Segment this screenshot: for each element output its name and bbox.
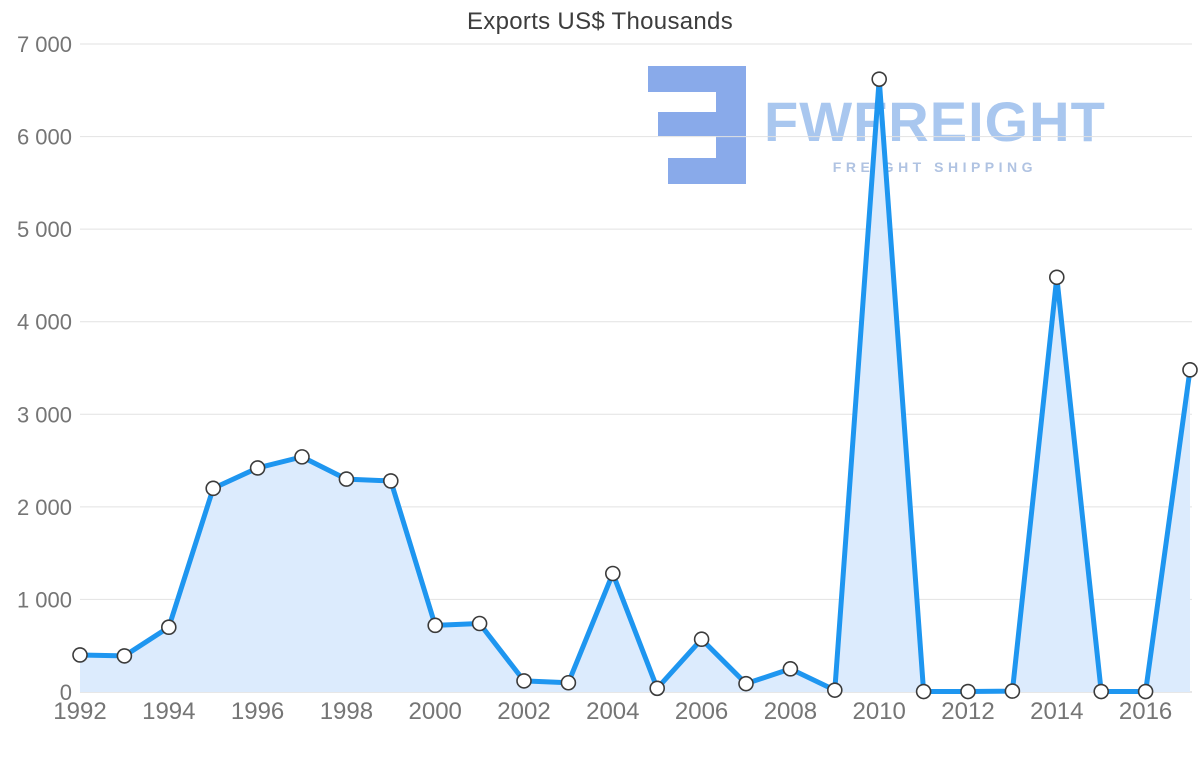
y-axis-tick-label: 1 000: [17, 587, 72, 612]
data-point-marker[interactable]: [471, 615, 488, 632]
y-axis-tick-label: 7 000: [17, 32, 72, 57]
data-point-marker[interactable]: [382, 473, 399, 489]
data-point-marker[interactable]: [1137, 683, 1154, 700]
x-axis-tick-label: 2004: [586, 698, 639, 725]
data-point-marker[interactable]: [516, 673, 532, 689]
data-point-marker[interactable]: [1004, 683, 1021, 699]
y-axis-tick-label: 4 000: [17, 310, 72, 335]
x-axis-tick-label: 1996: [231, 698, 284, 725]
watermark: FWFREIGHT FREIGHT SHIPPING: [648, 66, 1106, 184]
data-point-marker[interactable]: [960, 683, 976, 700]
x-axis-tick-label: 2014: [1030, 698, 1083, 725]
x-axis-tick-label: 2008: [764, 698, 817, 725]
data-point-marker[interactable]: [205, 480, 221, 497]
data-point-marker[interactable]: [649, 680, 666, 697]
data-point-marker[interactable]: [693, 631, 710, 648]
data-point-marker[interactable]: [1182, 362, 1198, 378]
data-point-marker[interactable]: [427, 617, 444, 634]
data-point-marker[interactable]: [871, 71, 888, 87]
data-point-marker[interactable]: [738, 675, 754, 692]
x-axis-tick-label: 2010: [853, 698, 906, 725]
y-axis-tick-label: 6 000: [17, 125, 72, 150]
data-point-marker[interactable]: [782, 661, 799, 677]
data-point-marker[interactable]: [1093, 683, 1109, 700]
data-point-marker[interactable]: [338, 471, 355, 487]
x-axis-tick-label: 2002: [497, 698, 550, 725]
data-point-marker[interactable]: [915, 683, 932, 700]
data-point-marker[interactable]: [604, 565, 621, 582]
data-point-marker[interactable]: [826, 682, 843, 698]
watermark-text: FWFREIGHT FREIGHT SHIPPING: [764, 90, 1106, 176]
x-axis-tick-label: 2000: [409, 698, 462, 725]
data-point-marker[interactable]: [249, 460, 266, 476]
watermark-brand: FWFREIGHT: [764, 90, 1106, 153]
y-axis-tick-label: 3 000: [17, 402, 72, 427]
x-axis-tick-label: 2012: [941, 698, 994, 725]
data-point-marker[interactable]: [1049, 269, 1065, 286]
x-axis-tick-label: 2006: [675, 698, 728, 725]
y-axis-tick-label: 5 000: [17, 217, 72, 242]
chart-title: Exports US$ Thousands: [467, 8, 733, 35]
data-point-marker[interactable]: [560, 674, 577, 691]
y-axis-tick-label: 2 000: [17, 495, 72, 520]
data-point-marker[interactable]: [161, 619, 177, 636]
data-point-marker[interactable]: [72, 647, 88, 663]
freight-logo-icon: [648, 66, 746, 184]
y-axis-tick-label: 0: [60, 680, 72, 705]
data-point-marker[interactable]: [116, 648, 133, 664]
x-axis-tick-label: 1994: [142, 698, 195, 725]
x-axis-tick-label: 2016: [1119, 698, 1172, 725]
data-point-marker[interactable]: [294, 449, 310, 465]
x-axis-tick-label: 1998: [320, 698, 373, 725]
x-axis-tick-label: 1992: [53, 698, 106, 725]
